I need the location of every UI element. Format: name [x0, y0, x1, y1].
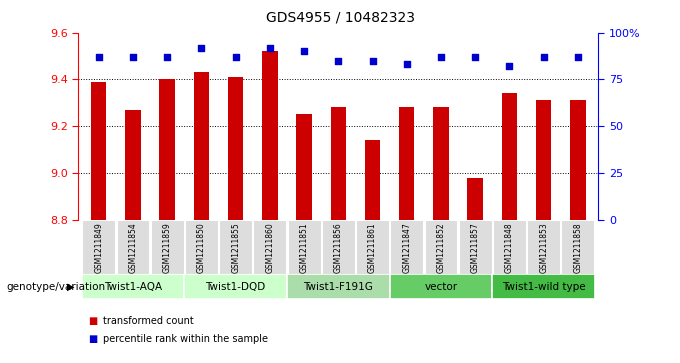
Point: [538, 54, 549, 60]
Point: [504, 64, 515, 69]
Bar: [459, 220, 492, 274]
Text: GSM1211861: GSM1211861: [368, 222, 377, 273]
Text: GSM1211850: GSM1211850: [197, 222, 206, 273]
Text: GSM1211852: GSM1211852: [437, 222, 445, 273]
Text: Twist1-wild type: Twist1-wild type: [502, 282, 585, 292]
Bar: [287, 274, 390, 299]
Point: [231, 54, 241, 60]
Bar: [399, 107, 414, 220]
Bar: [424, 220, 458, 274]
Bar: [82, 220, 115, 274]
Text: vector: vector: [424, 282, 458, 292]
Point: [573, 54, 583, 60]
Bar: [527, 220, 560, 274]
Bar: [570, 101, 585, 220]
Text: GSM1211856: GSM1211856: [334, 222, 343, 273]
Bar: [536, 101, 551, 220]
Point: [333, 58, 343, 64]
Text: GSM1211847: GSM1211847: [403, 222, 411, 273]
Point: [435, 54, 446, 60]
Bar: [330, 107, 346, 220]
Text: Twist1-F191G: Twist1-F191G: [303, 282, 373, 292]
Bar: [262, 52, 277, 220]
Bar: [254, 220, 286, 274]
Bar: [228, 77, 243, 220]
Bar: [562, 220, 594, 274]
Point: [367, 58, 378, 64]
Bar: [125, 110, 141, 220]
Text: Twist1-DQD: Twist1-DQD: [205, 282, 266, 292]
Bar: [151, 220, 184, 274]
Point: [401, 62, 412, 68]
Bar: [390, 220, 423, 274]
Text: ■: ■: [88, 316, 98, 326]
Text: GSM1211855: GSM1211855: [231, 222, 240, 273]
Bar: [390, 274, 492, 299]
Text: GSM1211858: GSM1211858: [573, 222, 582, 273]
Text: transformed count: transformed count: [103, 316, 194, 326]
Bar: [433, 107, 449, 220]
Bar: [502, 93, 517, 220]
Point: [299, 48, 309, 54]
Bar: [296, 114, 311, 220]
Text: GSM1211854: GSM1211854: [129, 222, 137, 273]
Text: ■: ■: [88, 334, 98, 344]
Text: GSM1211853: GSM1211853: [539, 222, 548, 273]
Text: GSM1211848: GSM1211848: [505, 222, 514, 273]
Bar: [194, 72, 209, 220]
Bar: [493, 220, 526, 274]
Bar: [185, 220, 218, 274]
Text: ▶: ▶: [67, 282, 75, 292]
Text: GSM1211849: GSM1211849: [95, 222, 103, 273]
Text: percentile rank within the sample: percentile rank within the sample: [103, 334, 269, 344]
Bar: [467, 178, 483, 220]
Text: GDS4955 / 10482323: GDS4955 / 10482323: [265, 11, 415, 25]
Bar: [365, 140, 380, 220]
Bar: [82, 274, 184, 299]
Point: [93, 54, 104, 60]
Bar: [356, 220, 389, 274]
Bar: [160, 79, 175, 220]
Bar: [322, 220, 355, 274]
Point: [470, 54, 481, 60]
Bar: [492, 274, 595, 299]
Bar: [91, 82, 107, 220]
Point: [162, 54, 173, 60]
Text: GSM1211857: GSM1211857: [471, 222, 479, 273]
Text: GSM1211851: GSM1211851: [300, 222, 309, 273]
Text: GSM1211859: GSM1211859: [163, 222, 171, 273]
Point: [128, 54, 139, 60]
Bar: [219, 220, 252, 274]
Point: [196, 45, 207, 50]
Bar: [288, 220, 320, 274]
Text: genotype/variation: genotype/variation: [7, 282, 106, 292]
Text: GSM1211860: GSM1211860: [265, 222, 274, 273]
Point: [265, 45, 275, 50]
Text: Twist1-AQA: Twist1-AQA: [104, 282, 162, 292]
Bar: [184, 274, 287, 299]
Bar: [116, 220, 150, 274]
